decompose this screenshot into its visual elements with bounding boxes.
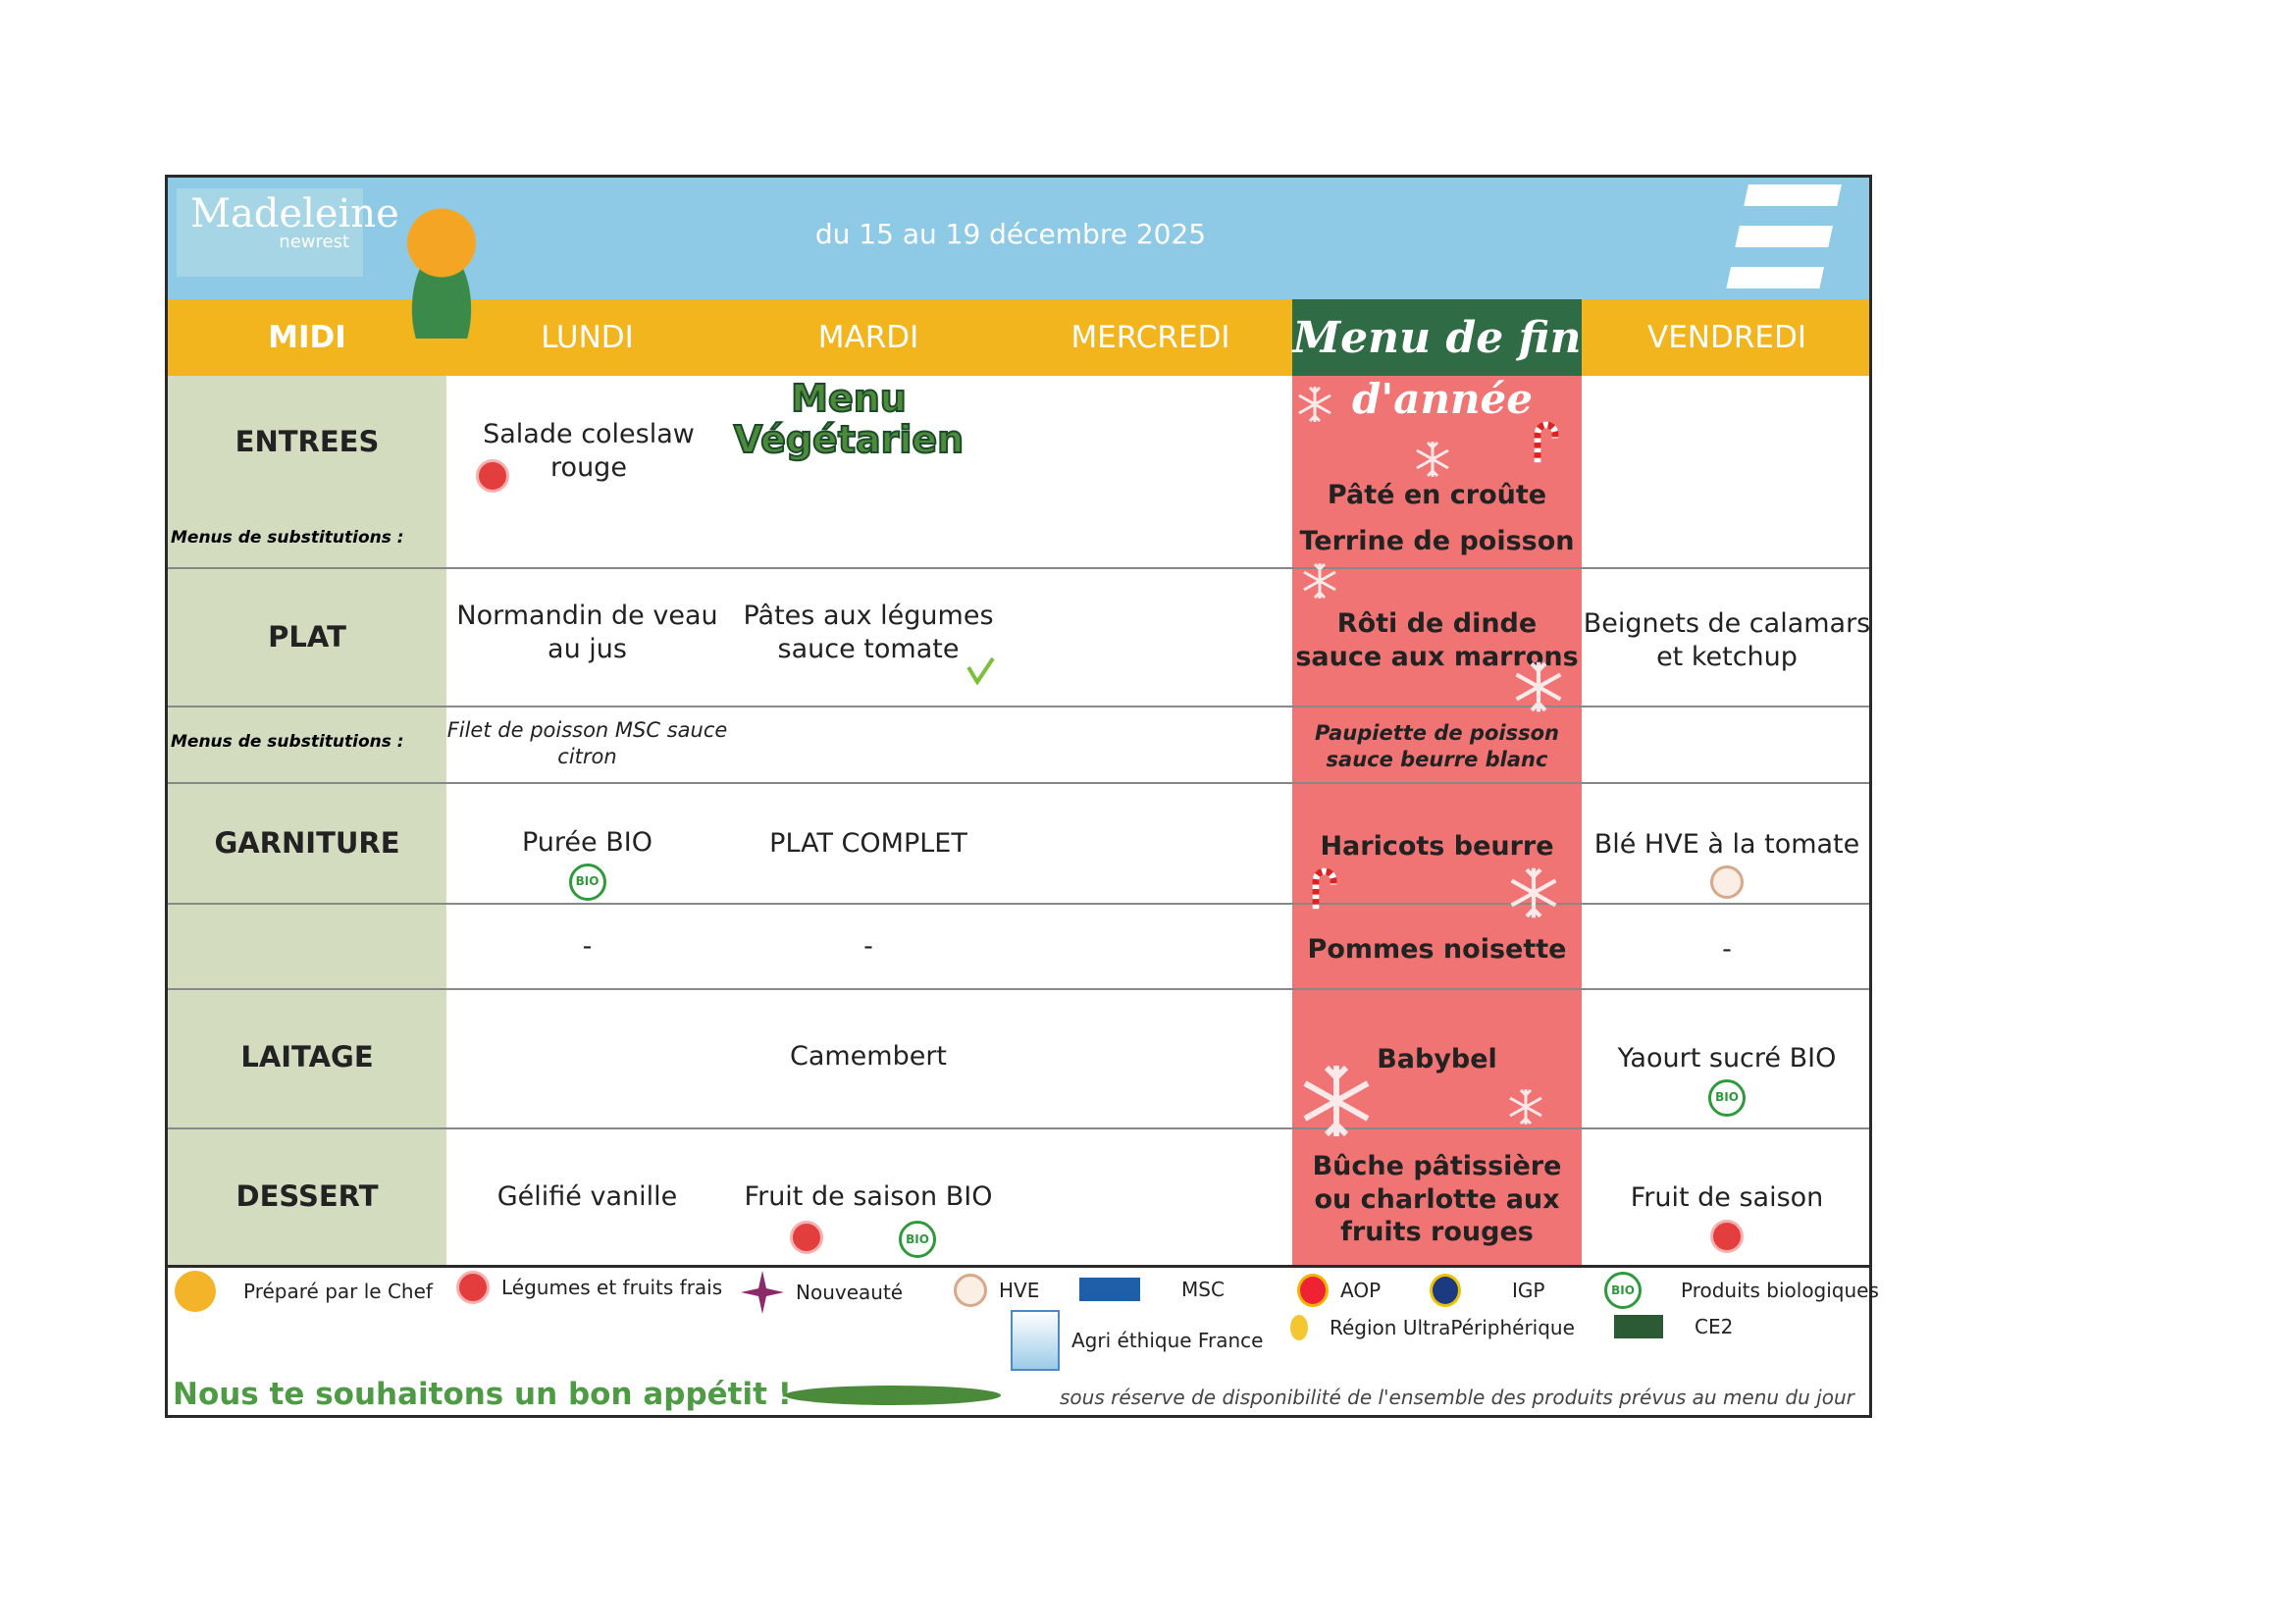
legend-fresh: Légumes et fruits frais [456,1271,722,1304]
holiday-header [1292,299,1582,376]
bio-icon: BIO [1604,1272,1642,1309]
legend-hve: HVE [954,1274,1039,1307]
legend-chef: Préparé par le Chef [175,1271,433,1312]
holiday-column [1292,376,1582,1266]
msc-icon [1079,1278,1140,1301]
snowflake-icon [1297,385,1332,424]
snowflake-icon [1415,440,1450,479]
day-jeudi: Menu de fin [1292,312,1582,363]
bio-icon: BIO [1708,1078,1746,1117]
star-icon [741,1271,784,1314]
day-midi: MIDI [268,320,346,355]
candy-cane-icon [1529,417,1564,468]
candy-cane-icon [1307,864,1342,915]
legend-igp: IGP [1430,1274,1544,1307]
row-laitage: LAITAGE [240,1040,374,1073]
day-mercredi: MERCREDI [1070,320,1230,355]
igp-icon [1430,1274,1461,1307]
jeudi-plat-sub: Paupiette de poisson sauce beurre blanc [1315,721,1559,771]
bio-icon: BIO [899,1221,936,1258]
row-dessert: DESSERT [235,1179,379,1213]
disclaimer-text: sous réserve de disponibilité de l'ensem… [1060,1386,1854,1409]
chef-icon [175,1271,216,1312]
logo: Madeleine newrest [177,188,399,277]
lundi-garniture2: - [582,931,593,963]
lundi-dessert: Gélifié vanille [496,1181,678,1213]
lundi-entree: Salade coleslaw rouge [483,419,695,483]
hve-icon [954,1274,987,1307]
mascot-icon [383,191,500,339]
legend-rup: Région UltraPériphérique [1290,1315,1575,1340]
legend-bio: BIO Produits biologiques [1604,1272,1879,1309]
legend-ce2: CE2 [1614,1315,1733,1338]
fresh-produce-icon [476,459,509,493]
snowflake-icon [1297,1062,1376,1140]
row-plat: PLAT [268,620,346,654]
lundi-plat-sub: Filet de poisson MSC sauce citron [446,718,728,768]
snowflake-icon [1506,865,1561,920]
legend-new: Nouveauté [741,1271,903,1314]
jeudi-dessert: Bûche pâtissière ou charlotte aux fruits… [1312,1150,1562,1248]
vendredi-dessert: Fruit de saison [1582,1176,1872,1259]
herbs-icon [785,1386,1001,1405]
hve-icon [1710,864,1744,899]
mardi-garniture: PLAT COMPLET [769,828,967,860]
snowflake-icon [1508,1087,1543,1126]
jeudi-garniture: Haricots beurre [1320,830,1554,862]
france-icon [1011,1310,1060,1371]
legend-msc: MSC [1079,1278,1225,1301]
fresh-produce-icon [1710,1220,1744,1254]
bio-icon: BIO [568,863,606,901]
vendredi-garniture: Blé HVE à la tomate [1582,824,1872,903]
fresh-produce-icon [456,1271,490,1304]
lundi-garniture: Purée BIO BIO [446,824,728,903]
row-substitution: Menus de substitutions : [171,732,404,752]
mardi-laitage: Camembert [789,1041,948,1073]
jeudi-plat: Rôti de dinde sauce aux marrons [1295,607,1579,672]
vegetarian-icon [966,656,995,685]
vendredi-garniture2: - [1722,933,1732,965]
bon-appetit-text: Nous te souhaitons un bon appétit ! [173,1377,792,1412]
day-mardi: MARDI [817,320,919,355]
lundi-plat: Normandin de veau au jus [456,601,718,664]
menu-frame [165,175,1872,1418]
vendredi-laitage: Yaourt sucré BIO BIO [1582,1040,1872,1119]
jeudi-entree1: Pâté en croûte [1327,480,1547,511]
mardi-dessert: Fruit de saison BIO [744,1181,993,1213]
vegetarian-banner: Menu Végétarien [733,377,965,461]
snowflake-icon [1511,659,1566,714]
holiday-subtitle: d'année [1352,375,1533,423]
day-vendredi: VENDREDI [1647,320,1806,355]
aop-icon [1297,1274,1329,1307]
ce2-icon [1614,1315,1663,1338]
rup-icon [1290,1315,1308,1340]
jeudi-entree2: Terrine de poisson [1299,526,1575,557]
row-labels-column [168,376,446,1266]
mardi-plat: Pâtes aux légumes sauce tomate [743,601,994,664]
snowflake-icon [1302,561,1337,601]
row-entrees: ENTREES [235,425,380,458]
row-substitution: Menus de substitutions : [171,528,404,548]
vendredi-plat: Beignets de calamars et ketchup [1583,607,1871,672]
legend-agri: Agri éthique France [1011,1310,1263,1371]
day-lundi: LUNDI [541,320,634,355]
row-garniture: GARNITURE [214,826,400,860]
week-title: du 15 au 19 décembre 2025 [814,218,1207,250]
jeudi-garniture2: Pommes noisette [1307,933,1567,965]
mardi-garniture2: - [863,931,873,963]
fresh-produce-icon [790,1221,823,1254]
jeudi-laitage: Babybel [1377,1043,1497,1074]
legend-aop: AOP [1297,1274,1381,1307]
